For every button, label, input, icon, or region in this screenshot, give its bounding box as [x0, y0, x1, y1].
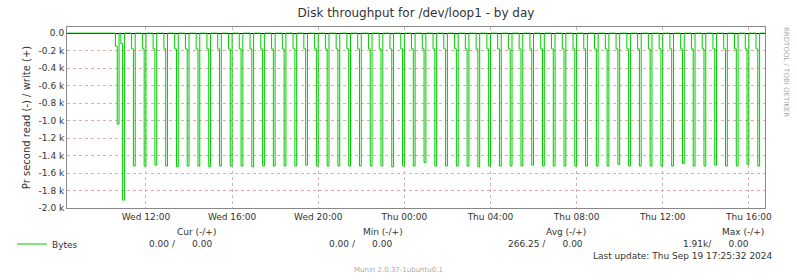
svg-text:RRDTOOL / TOBI OETIKER: RRDTOOL / TOBI OETIKER: [782, 27, 790, 117]
svg-text:Wed 16:00: Wed 16:00: [208, 212, 257, 222]
svg-text:-0.6 k: -0.6 k: [39, 81, 65, 91]
svg-text:Wed 20:00: Wed 20:00: [294, 212, 343, 222]
svg-text:Thu 04:00: Thu 04:00: [467, 212, 514, 222]
svg-text:Min (-/+): Min (-/+): [363, 227, 403, 237]
svg-text:-0.4 k: -0.4 k: [39, 63, 65, 73]
svg-text:-1.2 k: -1.2 k: [39, 133, 65, 143]
svg-text:Avg (-/+): Avg (-/+): [546, 227, 586, 237]
svg-text:Bytes: Bytes: [52, 240, 78, 250]
svg-text:Thu 08:00: Thu 08:00: [553, 212, 600, 222]
svg-text:Last update: Thu Sep 19 17:25:: Last update: Thu Sep 19 17:25:32 2024: [593, 251, 773, 261]
svg-text:-1.8 k: -1.8 k: [39, 186, 65, 196]
svg-text:-1.0 k: -1.0 k: [39, 116, 65, 126]
svg-text:Max (-/+): Max (-/+): [722, 227, 764, 237]
svg-text:0.00 / 0.00: 0.00 / 0.00: [149, 239, 212, 249]
svg-text:0.00 / 0.00: 0.00 / 0.00: [329, 239, 392, 249]
svg-text:1.91k/ 0.00: 1.91k/ 0.00: [683, 239, 749, 249]
svg-text:266.25 / 0.00: 266.25 / 0.00: [508, 239, 583, 249]
svg-text:Wed 12:00: Wed 12:00: [122, 212, 171, 222]
svg-text:-2.0 k: -2.0 k: [39, 203, 65, 213]
svg-text:-0.2 k: -0.2 k: [39, 46, 65, 56]
svg-text:Pr second read (-) / write (+): Pr second read (-) / write (+): [21, 46, 32, 189]
svg-text:Cur (-/+): Cur (-/+): [177, 227, 216, 237]
svg-text:Disk throughput for /dev/loop1: Disk throughput for /dev/loop1 - by day: [298, 6, 535, 20]
svg-text:-0.8 k: -0.8 k: [39, 98, 65, 108]
svg-text:Thu 00:00: Thu 00:00: [380, 212, 427, 222]
svg-text:Munin 2.0.37-1ubuntu0.1: Munin 2.0.37-1ubuntu0.1: [354, 266, 443, 274]
svg-text:-1.6 k: -1.6 k: [39, 168, 65, 178]
svg-text:0.0: 0.0: [50, 28, 65, 38]
svg-text:Thu 12:00: Thu 12:00: [639, 212, 686, 222]
svg-text:Thu 16:00: Thu 16:00: [725, 212, 772, 222]
svg-text:-1.4 k: -1.4 k: [39, 151, 65, 161]
